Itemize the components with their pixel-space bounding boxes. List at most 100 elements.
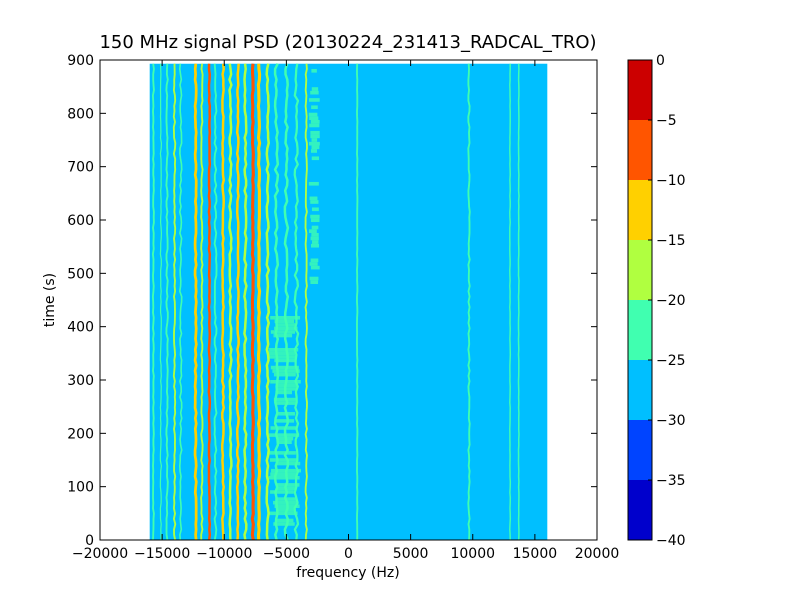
y-tick-label: 0: [85, 533, 94, 549]
signal-line: [228, 63, 233, 541]
noise-cell: [310, 120, 320, 124]
noise-cell: [268, 511, 298, 516]
noise-cell: [309, 141, 320, 146]
x-tick-label: 0: [344, 546, 353, 562]
noise-cell: [309, 116, 319, 120]
noise-cell: [310, 90, 319, 95]
x-tick-label: 20000: [575, 546, 620, 562]
noise-cell: [309, 276, 319, 281]
signal-line: [165, 63, 169, 541]
noise-cell: [309, 98, 320, 102]
noise-cell: [310, 243, 319, 248]
y-axis: 0 100 200 300 400 500 600 700 800 900: [67, 53, 597, 549]
colorbar-bands: [628, 60, 652, 540]
noise-cell: [310, 130, 320, 135]
y-tick-label: 500: [67, 266, 94, 282]
y-tick-label: 100: [67, 480, 94, 496]
signal-line: [256, 63, 262, 541]
noise-cell: [274, 358, 297, 363]
colorbar-band: [628, 480, 652, 540]
y-tick-label: 700: [67, 160, 94, 176]
x-axis: −20000 −15000 −10000 −5000 0 5000 10000 15000 20…: [72, 60, 619, 562]
noise-patch: [308, 68, 320, 284]
y-tick-label: 900: [67, 53, 94, 69]
plot-area: −20000 −15000 −10000 −5000 0 5000 10000 15000 20…: [67, 53, 619, 562]
colorbar-band: [628, 360, 652, 420]
colorbar-band: [628, 240, 652, 300]
noise-cell: [270, 365, 299, 370]
signal-line: [250, 63, 255, 541]
y-axis-label: time (s): [42, 273, 58, 327]
colorbar-tick-label: −40: [656, 533, 686, 549]
colorbar-band: [628, 420, 652, 480]
colorbar-tick-label: −10: [656, 173, 686, 189]
y-tick-label: 200: [67, 426, 94, 442]
x-tick-label: −10000: [196, 546, 252, 562]
chart-title: 150 MHz signal PSD (20130224_231413_RADC…: [99, 32, 596, 53]
x-tick-label: 10000: [450, 546, 495, 562]
y-tick-label: 800: [67, 106, 94, 122]
colorbar: −40 −35 −30 −25 −20 −15 −10 −5 0: [627, 53, 686, 549]
noise-cell: [310, 134, 320, 139]
signal-line: [221, 63, 225, 540]
noise-cell: [268, 348, 299, 352]
noise-cell: [274, 326, 298, 331]
noise-cell: [273, 522, 295, 526]
y-tick-label: 600: [67, 213, 94, 229]
noise-cell: [273, 372, 296, 377]
noise-cell: [310, 200, 319, 204]
noise-cell: [273, 333, 293, 338]
noise-cell: [268, 476, 300, 480]
signal-line: [200, 63, 204, 541]
colorbar-tick-label: −35: [656, 473, 686, 489]
noise-cell: [310, 236, 319, 241]
noise-cell: [267, 351, 296, 356]
colorbar-axis: −40 −35 −30 −25 −20 −15 −10 −5 0: [648, 53, 686, 549]
noise-cell: [273, 500, 299, 505]
noise-cell: [270, 472, 298, 476]
noise-cell: [309, 262, 318, 266]
noise-cell: [274, 319, 295, 324]
colorbar-band: [628, 60, 652, 120]
x-tick-label: −20000: [72, 546, 128, 562]
x-axis-label: frequency (Hz): [296, 565, 399, 581]
signal-line: [467, 63, 471, 541]
noise-cell: [268, 451, 296, 455]
noise-cell: [275, 419, 295, 423]
noise-cell: [267, 355, 297, 359]
noise-cell: [311, 207, 319, 212]
noise-cell: [276, 387, 297, 391]
signal-line: [151, 63, 155, 541]
x-tick-label: 15000: [513, 546, 558, 562]
colorbar-tick-label: −5: [656, 113, 677, 129]
colorbar-band: [628, 120, 652, 180]
noise-cell: [311, 232, 319, 237]
noise-cell: [311, 145, 320, 150]
noise-cell: [276, 440, 292, 444]
heatmap: [149, 63, 548, 541]
signal-line: [235, 63, 240, 541]
colorbar-tick-label: −15: [656, 233, 686, 249]
x-tick-label: 5000: [393, 546, 429, 562]
noise-cell: [311, 105, 318, 110]
noise-cell: [269, 458, 298, 462]
noise-cell: [275, 390, 292, 395]
signal-line: [283, 63, 290, 541]
signal-line: [213, 63, 218, 541]
colorbar-tick-label: −20: [656, 293, 686, 309]
signal-line: [509, 63, 512, 541]
signal-line: [265, 63, 270, 541]
noise-cell: [311, 87, 319, 91]
signal-line: [193, 63, 198, 541]
signal-line: [172, 63, 177, 541]
noise-cell: [268, 433, 300, 437]
signal-line: [159, 63, 163, 541]
noise-cell: [309, 123, 320, 128]
noise-cell: [275, 518, 294, 523]
noise-cell: [308, 181, 319, 186]
signal-line: [293, 63, 300, 541]
noise-cell: [311, 68, 317, 73]
colorbar-tick-label: −30: [656, 413, 686, 429]
noise-cell: [310, 214, 320, 219]
